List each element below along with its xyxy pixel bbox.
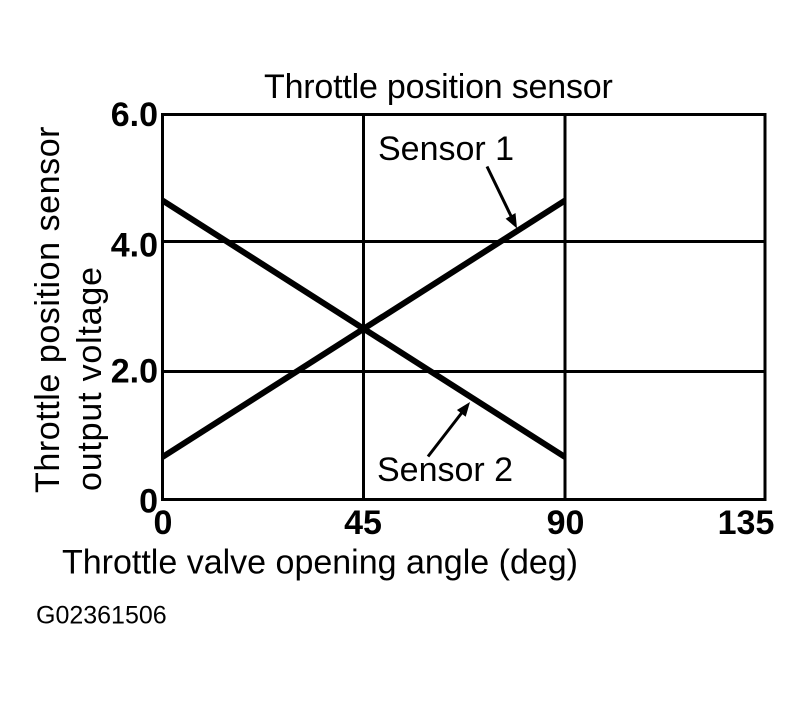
svg-text:Sensor 2: Sensor 2: [377, 451, 513, 489]
svg-text:0: 0: [154, 504, 173, 542]
svg-text:Throttle position sensor: Throttle position sensor: [29, 126, 67, 493]
svg-text:Throttle position sensor: Throttle position sensor: [264, 68, 613, 106]
svg-text:90: 90: [547, 504, 585, 542]
svg-text:135: 135: [718, 504, 775, 542]
svg-text:G02361506: G02361506: [36, 602, 167, 630]
svg-text:0: 0: [139, 483, 158, 521]
svg-text:Sensor 1: Sensor 1: [378, 130, 514, 168]
svg-text:2.0: 2.0: [111, 353, 158, 391]
svg-text:45: 45: [344, 504, 382, 542]
svg-text:6.0: 6.0: [111, 96, 158, 134]
svg-text:Throttle valve opening angle (: Throttle valve opening angle (deg): [62, 543, 578, 581]
svg-text:4.0: 4.0: [111, 226, 158, 264]
svg-text:output voltage: output voltage: [71, 266, 109, 491]
